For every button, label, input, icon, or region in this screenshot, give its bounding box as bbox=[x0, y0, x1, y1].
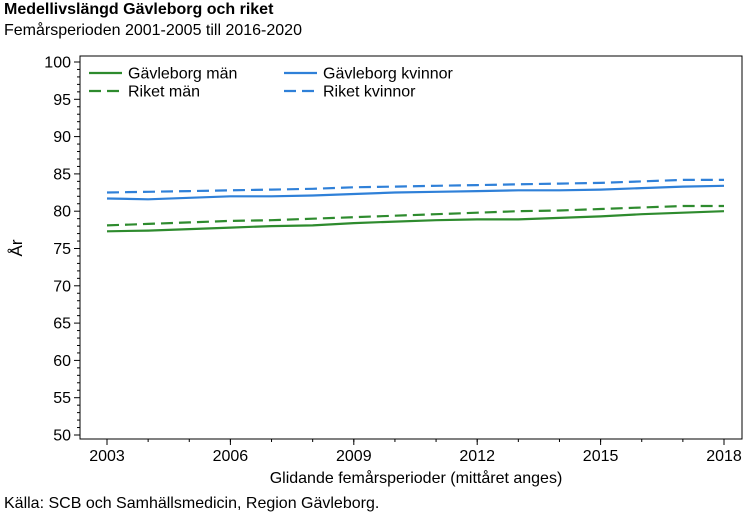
y-tick-label: 90 bbox=[53, 129, 71, 146]
x-axis: 2003 2006 2009 2012 2015 2018 bbox=[89, 439, 742, 465]
y-tick-label: 65 bbox=[53, 316, 71, 333]
x-tick-label: 2015 bbox=[583, 448, 619, 465]
legend: Gävleborg män Gävleborg kvinnor Riket män R… bbox=[89, 66, 454, 101]
chart-subtitle: Femårsperioden 2001-2005 till 2016-2020 bbox=[4, 22, 302, 39]
x-tick-label: 2003 bbox=[89, 448, 125, 465]
y-axis-label: År bbox=[7, 239, 26, 256]
x-tick-label: 2009 bbox=[336, 448, 372, 465]
series-line-4 bbox=[106, 178, 724, 194]
legend-label: Gävleborg män bbox=[128, 66, 237, 83]
x-axis-label: Glidande femårsperioder (mittåret anges) bbox=[270, 469, 563, 487]
series-line-1 bbox=[106, 210, 725, 233]
legend-label: Riket män bbox=[128, 84, 200, 101]
y-tick-label: 100 bbox=[44, 55, 71, 72]
y-axis: 50 55 60 65 70 75 80 85 90 95 100 bbox=[44, 55, 80, 445]
x-tick-label: 2018 bbox=[706, 448, 742, 465]
y-tick-label: 80 bbox=[53, 204, 71, 221]
y-tick-label: 70 bbox=[53, 278, 71, 295]
x-tick-label: 2012 bbox=[459, 448, 495, 465]
series-lines bbox=[106, 178, 725, 233]
legend-label: Riket kvinnor bbox=[323, 84, 416, 101]
x-tick-label: 2006 bbox=[213, 448, 249, 465]
plot-border bbox=[79, 55, 743, 440]
y-tick-label: 95 bbox=[53, 92, 71, 109]
series-line-2 bbox=[106, 184, 725, 201]
source-note: Källa: SCB och Samhällsmedicin, Region G… bbox=[4, 495, 380, 512]
plot-area bbox=[79, 55, 743, 440]
y-tick-label: 55 bbox=[53, 390, 71, 407]
chart-title: Medellivslängd Gävleborg och riket bbox=[4, 1, 274, 18]
y-tick-label: 75 bbox=[53, 241, 71, 258]
legend-label: Gävleborg kvinnor bbox=[323, 66, 454, 83]
y-tick-label: 50 bbox=[53, 428, 71, 445]
y-tick-label: 85 bbox=[53, 166, 71, 183]
series-line-3 bbox=[106, 204, 724, 227]
y-tick-label: 60 bbox=[53, 353, 71, 370]
